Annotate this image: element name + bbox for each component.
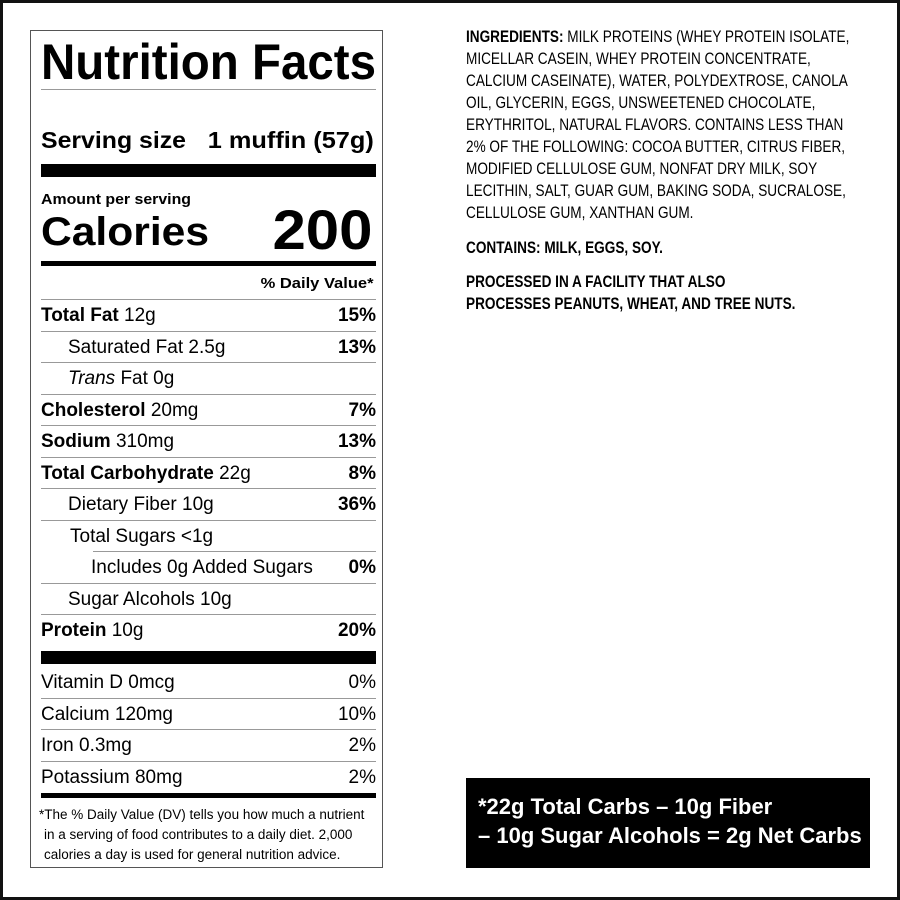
nutrient-row: Sodium 310mg 13%: [41, 426, 376, 458]
nutrient-amount: 22g: [219, 462, 251, 484]
ingredients-heading: INGREDIENTS:: [466, 27, 564, 46]
thick-divider: [41, 651, 376, 664]
nutrient-name: Trans Fat 0g: [41, 368, 174, 389]
nutrient-label: Cholesterol: [41, 399, 146, 421]
nutrient-name: Includes 0g Added Sugars: [41, 557, 313, 578]
nutrient-label: Total Fat: [41, 305, 119, 326]
vitamin-row: Iron 0.3mg 2%: [41, 730, 376, 762]
nutrient-name: Dietary Fiber 10g: [41, 494, 214, 515]
daily-value-percent: 0%: [348, 672, 376, 693]
ingredients-text: MILK PROTEINS (WHEY PROTEIN ISOLATE,: [563, 27, 850, 46]
nutrient-name: Total Sugars <1g: [41, 526, 213, 547]
daily-value-percent: 2%: [348, 766, 376, 788]
calories-value: 200: [272, 198, 372, 261]
daily-value-percent: 20%: [337, 620, 376, 641]
nutrient-name: Total Carbohydrate 22g: [41, 463, 251, 484]
daily-value-header: % Daily Value*: [261, 275, 374, 292]
nutrient-amount: 20mg: [150, 399, 199, 421]
ingredients-line: 2% OF THE FOLLOWING: COCOA BUTTER, CITRU…: [466, 137, 846, 156]
daily-value-percent: 36%: [337, 494, 376, 515]
nutrient-label: Sodium: [41, 431, 111, 452]
facility-warning: PROCESSED IN A FACILITY THAT ALSO: [466, 272, 726, 291]
daily-value-percent: 7%: [348, 399, 376, 421]
daily-value-percent: 2%: [348, 735, 376, 756]
nutrition-facts-title: Nutrition Facts: [41, 34, 376, 90]
nutrient-row: Cholesterol 20mg 7%: [41, 395, 376, 426]
nutrient-row: Saturated Fat 2.5g 13%: [41, 332, 376, 363]
nutrient-name: Sodium 310mg: [41, 431, 174, 452]
daily-value-percent: 13%: [337, 336, 376, 358]
medium-divider: [41, 261, 376, 266]
daily-value-percent: 15%: [337, 305, 376, 326]
medium-divider: [41, 793, 376, 798]
nutrient-label: Fat 0g: [120, 368, 175, 389]
nutrient-row: Total Sugars <1g: [41, 521, 376, 553]
net-carbs-line: *22g Total Carbs – 10g Fiber: [478, 794, 773, 819]
nutrient-row: Protein 10g 20%: [41, 615, 376, 647]
ingredients-line: INGREDIENTS: MILK PROTEINS (WHEY PROTEIN…: [466, 26, 849, 48]
nutrient-name: Protein 10g: [41, 620, 143, 641]
footnote-line: calories a day is used for general nutri…: [44, 847, 341, 862]
serving-size-value: 1 muffin (57g): [208, 127, 374, 153]
vitamin-name: Potassium 80mg: [41, 766, 183, 788]
nutrient-amount: 310mg: [115, 431, 175, 452]
calories-label: Calories: [41, 210, 209, 254]
nutrient-name: Total Fat 12g: [41, 305, 156, 326]
nutrient-name: Cholesterol 20mg: [41, 400, 198, 421]
vitamin-row: Potassium 80mg 2%: [41, 762, 376, 794]
footnote-line: in a serving of food contributes to a da…: [44, 827, 353, 842]
nutrient-row: Includes 0g Added Sugars 0%: [41, 552, 376, 584]
ingredients-line: MICELLAR CASEIN, WHEY PROTEIN CONCENTRAT…: [466, 49, 811, 68]
ingredients-line: MODIFIED CELLULOSE GUM, NONFAT DRY MILK,…: [466, 159, 818, 178]
amount-per-serving: Amount per serving: [41, 191, 192, 208]
ingredients-line: CELLULOSE GUM, XANTHAN GUM.: [466, 203, 694, 222]
vitamin-row: Calcium 120mg 10%: [41, 699, 376, 730]
nutrient-row: Total Fat 12g 15%: [41, 300, 376, 332]
nutrient-row: Trans Fat 0g: [41, 363, 376, 395]
nutrient-amount: 10g: [111, 620, 144, 641]
nutrient-row: Total Carbohydrate 22g 8%: [41, 458, 376, 489]
nutrient-label: Total Carbohydrate: [41, 462, 214, 484]
vitamin-name: Calcium 120mg: [41, 703, 173, 725]
serving-size-label: Serving size: [41, 127, 186, 153]
nutrient-label: Sugar Alcohols 10g: [68, 588, 232, 610]
ingredients-line: OIL, GLYCERIN, EGGS, UNSWEETENED CHOCOLA…: [466, 93, 816, 112]
daily-value-percent: 8%: [348, 462, 376, 484]
nutrient-label: Saturated Fat 2.5g: [68, 336, 226, 358]
nutrient-row: Dietary Fiber 10g 36%: [41, 489, 376, 521]
ingredients-line: ERYTHRITOL, NATURAL FLAVORS. CONTAINS LE…: [466, 115, 844, 134]
nutrient-label: Protein: [41, 620, 107, 641]
nutrient-label: Total Sugars <1g: [70, 525, 214, 547]
nutrient-label: Includes 0g Added Sugars: [91, 557, 313, 578]
allergen-contains: CONTAINS: MILK, EGGS, SOY.: [466, 238, 663, 257]
footnote: *The % Daily Value (DV) tells you how mu…: [39, 805, 364, 865]
vitamin-name: Iron 0.3mg: [41, 735, 132, 756]
nutrient-amount: 12g: [124, 305, 156, 326]
vitamin-row: Vitamin D 0mcg 0%: [41, 667, 376, 699]
net-carbs-line: – 10g Sugar Alcohols = 2g Net Carbs: [478, 823, 862, 848]
ingredients-line: LECITHIN, SALT, GUAR GUM, BAKING SODA, S…: [466, 181, 846, 200]
nutrient-row: Sugar Alcohols 10g: [41, 584, 376, 615]
nutrient-name: Saturated Fat 2.5g: [41, 337, 225, 358]
nutrition-facts-panel: Nutrition Facts Serving size 1 muffin (5…: [30, 30, 383, 868]
net-carbs-box: *22g Total Carbs – 10g Fiber – 10g Sugar…: [466, 778, 870, 868]
footnote-line: *The % Daily Value (DV) tells you how mu…: [39, 807, 365, 822]
facility-warning: PROCESSES PEANUTS, WHEAT, AND TREE NUTS.: [466, 294, 796, 313]
thick-divider: [41, 164, 376, 177]
nutrient-name: Sugar Alcohols 10g: [41, 589, 232, 610]
daily-value-percent: 13%: [337, 431, 376, 452]
divider: [93, 551, 376, 552]
daily-value-percent: 0%: [348, 557, 376, 578]
nutrient-name-italic: Trans: [68, 368, 116, 389]
daily-value-percent: 10%: [337, 703, 376, 725]
ingredients-line: CALCIUM CASEINATE), WATER, POLYDEXTROSE,…: [466, 71, 848, 90]
ingredients-block: INGREDIENTS: MILK PROTEINS (WHEY PROTEIN…: [466, 26, 900, 315]
vitamin-name: Vitamin D 0mcg: [41, 672, 175, 693]
nutrient-label: Dietary Fiber 10g: [68, 494, 214, 515]
